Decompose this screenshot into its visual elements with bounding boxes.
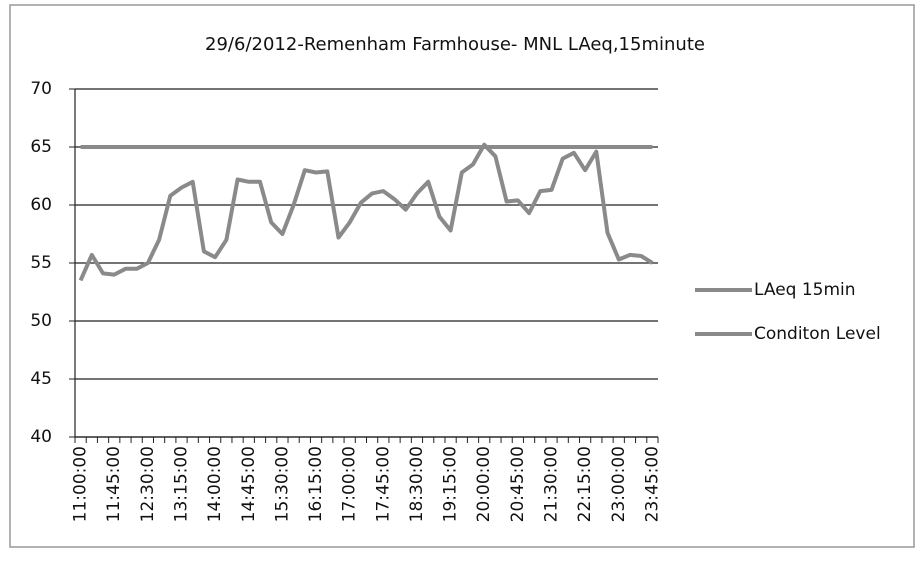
x-tick-label: 17:45:00 <box>373 446 393 522</box>
x-tick-label: 13:15:00 <box>172 446 192 522</box>
x-tick-label: 20:45:00 <box>508 446 528 522</box>
x-tick-label: 23:00:00 <box>609 446 629 522</box>
x-tick-label: 11:00:00 <box>71 446 91 522</box>
y-tick-label: 45 <box>30 369 52 389</box>
y-tick-label: 55 <box>30 253 52 273</box>
y-tick-label: 65 <box>30 137 52 157</box>
x-tick-label: 21:30:00 <box>541 446 561 522</box>
legend-label: LAeq 15min <box>754 280 856 300</box>
x-tick-label: 20:00:00 <box>474 446 494 522</box>
y-tick-label: 60 <box>30 195 52 215</box>
x-tick-label: 16:15:00 <box>306 446 326 522</box>
y-tick-label: 40 <box>30 427 52 447</box>
data-line <box>78 142 654 282</box>
x-tick-label: 18:30:00 <box>407 446 427 522</box>
y-tick-label: 50 <box>30 311 52 331</box>
x-tick-label: 19:15:00 <box>441 446 461 522</box>
x-tick-label: 22:15:00 <box>575 446 595 522</box>
chart-frame <box>9 4 915 548</box>
x-tick-label: 23:45:00 <box>642 446 662 522</box>
y-tick-label: 70 <box>30 79 52 99</box>
x-tick-label: 12:30:00 <box>138 446 158 522</box>
chart-title: 29/6/2012-Remenham Farmhouse- MNL LAeq,1… <box>205 34 705 55</box>
x-tick-label: 14:00:00 <box>205 446 225 522</box>
x-tick-label: 17:00:00 <box>340 446 360 522</box>
x-tick-label: 11:45:00 <box>104 446 124 522</box>
x-tick-label: 15:30:00 <box>272 446 292 522</box>
legend-label: Conditon Level <box>754 324 881 344</box>
x-tick-label: 14:45:00 <box>239 446 259 522</box>
